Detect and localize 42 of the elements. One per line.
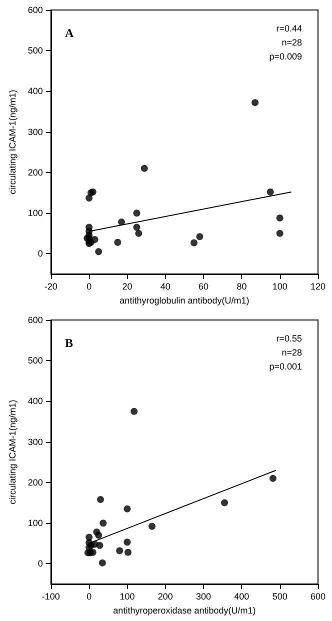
x-tick-label: 40 <box>160 282 170 292</box>
y-tick-label: 400 <box>28 86 43 96</box>
y-axis-title: circulating ICAM-1(ng/m1) <box>8 400 18 504</box>
y-tick-label: 600 <box>28 5 43 15</box>
x-tick-label: 120 <box>310 282 326 292</box>
x-tick-label: 0 <box>86 282 92 292</box>
y-tick-label: 300 <box>28 436 43 447</box>
annotation: n=28 <box>282 38 302 48</box>
y-tick-label: 400 <box>28 396 43 406</box>
x-tick-label: 400 <box>234 592 250 602</box>
annotation: r=0.55 <box>276 334 302 344</box>
x-tick-label: 60 <box>198 282 209 292</box>
y-tick-label: 100 <box>28 518 43 528</box>
x-tick-label: 0 <box>86 592 92 602</box>
text: A <box>65 26 74 40</box>
annotation: p=0.009 <box>269 52 302 62</box>
y-tick-label: 500 <box>28 46 43 56</box>
y-axis-title: circulating ICAM-1(ng/m1) <box>8 90 18 194</box>
x-tick-label: 100 <box>120 592 135 602</box>
x-tick-label: 80 <box>236 282 247 292</box>
y-tick-label: 600 <box>28 315 43 325</box>
x-tick-label: 500 <box>272 592 288 602</box>
x-tick-label: 200 <box>158 592 173 602</box>
x-tick-label: 100 <box>272 282 288 292</box>
x-axis-title: antithyroperoxidase antibody(U/m1) <box>113 605 256 616</box>
y-tick-label: 500 <box>28 356 43 366</box>
annotation: p=0.001 <box>269 362 302 372</box>
y-tick-label: 200 <box>28 167 43 178</box>
x-tick-label: -100 <box>42 592 60 602</box>
y-tick-label: 0 <box>38 558 43 569</box>
annotation: r=0.44 <box>276 24 302 34</box>
x-tick-label: 600 <box>310 592 326 602</box>
annotation: n=28 <box>282 348 302 358</box>
y-tick-label: 0 <box>38 248 43 259</box>
text: B <box>65 336 74 350</box>
y-tick-label: 200 <box>28 477 43 488</box>
y-tick-label: 100 <box>28 208 43 218</box>
x-tick-label: 300 <box>196 592 212 602</box>
y-tick-label: 300 <box>28 126 43 137</box>
x-tick-label: -20 <box>44 282 58 292</box>
x-axis-title: antithyroglobulin antibody(U/m1) <box>120 295 250 306</box>
x-tick-label: 20 <box>122 282 132 292</box>
